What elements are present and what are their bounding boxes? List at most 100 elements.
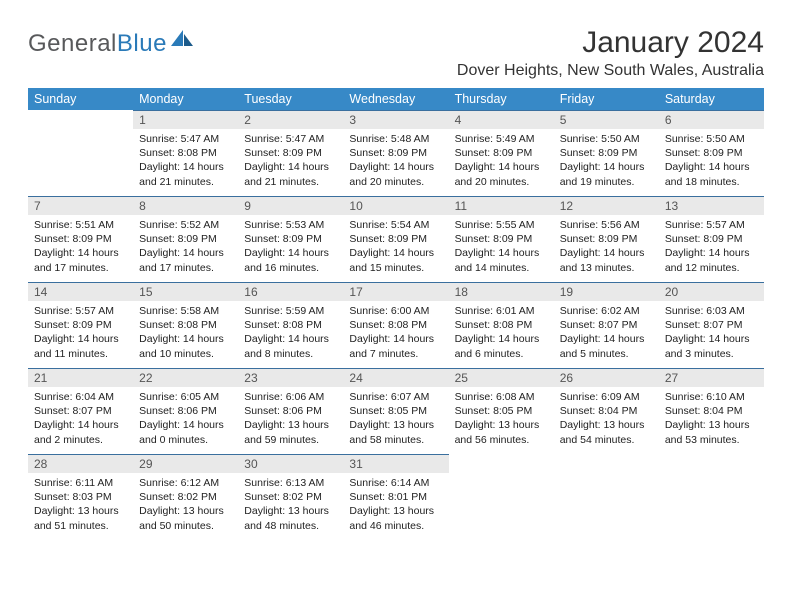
calendar-day: 22Sunrise: 6:05 AMSunset: 8:06 PMDayligh… [133,368,238,454]
daylight-line: Daylight: 14 hours and 21 minutes. [244,160,337,188]
day-details: Sunrise: 5:49 AMSunset: 8:09 PMDaylight:… [449,129,554,193]
sunset-line: Sunset: 8:09 PM [455,232,548,246]
day-details: Sunrise: 5:48 AMSunset: 8:09 PMDaylight:… [343,129,448,193]
calendar-day: 19Sunrise: 6:02 AMSunset: 8:07 PMDayligh… [554,282,659,368]
sail-icon [169,28,195,53]
calendar-day: 8Sunrise: 5:52 AMSunset: 8:09 PMDaylight… [133,196,238,282]
calendar-day: 27Sunrise: 6:10 AMSunset: 8:04 PMDayligh… [659,368,764,454]
sunrise-line: Sunrise: 5:48 AM [349,132,442,146]
logo-text-blue: Blue [117,30,167,57]
calendar-week: 21Sunrise: 6:04 AMSunset: 8:07 PMDayligh… [28,368,764,454]
sunrise-line: Sunrise: 6:00 AM [349,304,442,318]
sunset-line: Sunset: 8:05 PM [349,404,442,418]
day-details: Sunrise: 6:03 AMSunset: 8:07 PMDaylight:… [659,301,764,365]
sunrise-line: Sunrise: 6:13 AM [244,476,337,490]
location: Dover Heights, New South Wales, Australi… [457,62,764,80]
calendar-day: 21Sunrise: 6:04 AMSunset: 8:07 PMDayligh… [28,368,133,454]
sunset-line: Sunset: 8:03 PM [34,490,127,504]
calendar-head: SundayMondayTuesdayWednesdayThursdayFrid… [28,88,764,110]
day-details: Sunrise: 6:05 AMSunset: 8:06 PMDaylight:… [133,387,238,451]
daylight-line: Daylight: 14 hours and 20 minutes. [455,160,548,188]
calendar-day: 18Sunrise: 6:01 AMSunset: 8:08 PMDayligh… [449,282,554,368]
sunset-line: Sunset: 8:08 PM [349,318,442,332]
day-number: 26 [554,368,659,387]
sunrise-line: Sunrise: 6:06 AM [244,390,337,404]
day-number: 25 [449,368,554,387]
day-details: Sunrise: 6:10 AMSunset: 8:04 PMDaylight:… [659,387,764,451]
day-number: 22 [133,368,238,387]
sunrise-line: Sunrise: 5:54 AM [349,218,442,232]
calendar-day: 20Sunrise: 6:03 AMSunset: 8:07 PMDayligh… [659,282,764,368]
sunrise-line: Sunrise: 6:05 AM [139,390,232,404]
calendar-empty: . [449,454,554,540]
day-number: 11 [449,196,554,215]
sunrise-line: Sunrise: 5:52 AM [139,218,232,232]
daylight-line: Daylight: 14 hours and 5 minutes. [560,332,653,360]
day-details: Sunrise: 6:12 AMSunset: 8:02 PMDaylight:… [133,473,238,537]
day-number: 9 [238,196,343,215]
day-number: 14 [28,282,133,301]
day-number: 5 [554,110,659,129]
day-number: 12 [554,196,659,215]
day-details: Sunrise: 5:57 AMSunset: 8:09 PMDaylight:… [659,215,764,279]
sunset-line: Sunset: 8:07 PM [665,318,758,332]
weekday-header: Monday [133,88,238,110]
sunset-line: Sunset: 8:06 PM [139,404,232,418]
daylight-line: Daylight: 14 hours and 12 minutes. [665,246,758,274]
daylight-line: Daylight: 14 hours and 16 minutes. [244,246,337,274]
day-number: 2 [238,110,343,129]
calendar-body: .1Sunrise: 5:47 AMSunset: 8:08 PMDayligh… [28,110,764,540]
day-number: 17 [343,282,448,301]
calendar-day: 6Sunrise: 5:50 AMSunset: 8:09 PMDaylight… [659,110,764,196]
calendar-day: 25Sunrise: 6:08 AMSunset: 8:05 PMDayligh… [449,368,554,454]
calendar-week: 28Sunrise: 6:11 AMSunset: 8:03 PMDayligh… [28,454,764,540]
calendar-day: 29Sunrise: 6:12 AMSunset: 8:02 PMDayligh… [133,454,238,540]
daylight-line: Daylight: 14 hours and 10 minutes. [139,332,232,360]
day-number: 23 [238,368,343,387]
day-number: 31 [343,454,448,473]
calendar-table: SundayMondayTuesdayWednesdayThursdayFrid… [28,88,764,540]
sunset-line: Sunset: 8:08 PM [139,318,232,332]
day-details: Sunrise: 6:09 AMSunset: 8:04 PMDaylight:… [554,387,659,451]
day-details: Sunrise: 6:14 AMSunset: 8:01 PMDaylight:… [343,473,448,537]
daylight-line: Daylight: 13 hours and 48 minutes. [244,504,337,532]
sunset-line: Sunset: 8:09 PM [34,318,127,332]
calendar-week: .1Sunrise: 5:47 AMSunset: 8:08 PMDayligh… [28,110,764,196]
calendar-day: 3Sunrise: 5:48 AMSunset: 8:09 PMDaylight… [343,110,448,196]
day-details: Sunrise: 6:04 AMSunset: 8:07 PMDaylight:… [28,387,133,451]
sunset-line: Sunset: 8:09 PM [34,232,127,246]
day-details: Sunrise: 5:59 AMSunset: 8:08 PMDaylight:… [238,301,343,365]
sunset-line: Sunset: 8:08 PM [244,318,337,332]
day-details: Sunrise: 6:13 AMSunset: 8:02 PMDaylight:… [238,473,343,537]
day-details: Sunrise: 6:08 AMSunset: 8:05 PMDaylight:… [449,387,554,451]
day-number: 13 [659,196,764,215]
daylight-line: Daylight: 14 hours and 6 minutes. [455,332,548,360]
daylight-line: Daylight: 14 hours and 2 minutes. [34,418,127,446]
day-number: 6 [659,110,764,129]
logo-text: GeneralBlue [28,30,167,58]
day-number: 10 [343,196,448,215]
day-number: 30 [238,454,343,473]
calendar-day: 13Sunrise: 5:57 AMSunset: 8:09 PMDayligh… [659,196,764,282]
sunset-line: Sunset: 8:07 PM [34,404,127,418]
day-details: Sunrise: 5:52 AMSunset: 8:09 PMDaylight:… [133,215,238,279]
day-details: Sunrise: 5:57 AMSunset: 8:09 PMDaylight:… [28,301,133,365]
day-number: 18 [449,282,554,301]
calendar-day: 9Sunrise: 5:53 AMSunset: 8:09 PMDaylight… [238,196,343,282]
calendar-day: 7Sunrise: 5:51 AMSunset: 8:09 PMDaylight… [28,196,133,282]
sunrise-line: Sunrise: 5:50 AM [560,132,653,146]
day-number: 19 [554,282,659,301]
daylight-line: Daylight: 13 hours and 51 minutes. [34,504,127,532]
calendar-week: 7Sunrise: 5:51 AMSunset: 8:09 PMDaylight… [28,196,764,282]
sunrise-line: Sunrise: 5:55 AM [455,218,548,232]
day-number: 24 [343,368,448,387]
sunset-line: Sunset: 8:09 PM [244,146,337,160]
weekday-header: Tuesday [238,88,343,110]
calendar-day: 17Sunrise: 6:00 AMSunset: 8:08 PMDayligh… [343,282,448,368]
calendar-empty: . [554,454,659,540]
sunset-line: Sunset: 8:09 PM [244,232,337,246]
calendar-day: 23Sunrise: 6:06 AMSunset: 8:06 PMDayligh… [238,368,343,454]
day-details: Sunrise: 6:00 AMSunset: 8:08 PMDaylight:… [343,301,448,365]
daylight-line: Daylight: 14 hours and 13 minutes. [560,246,653,274]
sunrise-line: Sunrise: 6:08 AM [455,390,548,404]
